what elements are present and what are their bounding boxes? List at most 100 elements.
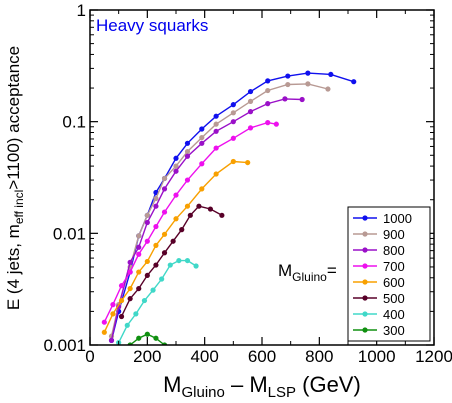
data-point	[247, 88, 254, 95]
data-point	[285, 81, 291, 88]
legend-title-eq: =	[327, 261, 337, 280]
data-point	[167, 262, 173, 268]
legend-swatch-marker	[362, 279, 368, 285]
y-tick-label: 1	[77, 1, 86, 20]
x-axis-title-sub1: Gluino	[182, 384, 225, 401]
data-point	[173, 155, 179, 161]
data-point	[110, 311, 116, 317]
data-point	[159, 276, 165, 282]
series-300	[127, 331, 168, 345]
data-point	[265, 87, 271, 94]
legend-label: 900	[383, 227, 405, 242]
x-axis-title-tail: (GeV)	[296, 372, 361, 397]
data-point	[133, 311, 139, 317]
data-point	[136, 269, 142, 275]
x-axis-title-m1: M	[163, 372, 181, 397]
data-point	[199, 140, 205, 146]
legend-swatch-marker	[362, 263, 368, 269]
data-point	[247, 109, 254, 115]
data-point	[184, 153, 191, 159]
legend-title: MGluino=	[278, 261, 337, 284]
data-point	[153, 335, 159, 341]
data-point	[305, 70, 311, 76]
data-point	[199, 134, 205, 141]
series-700	[101, 120, 279, 325]
data-point	[247, 125, 254, 131]
data-point	[184, 257, 191, 264]
data-point	[161, 186, 168, 192]
data-point	[101, 329, 107, 335]
data-point	[153, 242, 159, 248]
legend-item-500: 500	[353, 291, 405, 306]
data-point	[144, 331, 150, 337]
data-point	[196, 203, 202, 209]
data-point	[110, 302, 116, 308]
data-point	[127, 269, 133, 275]
x-axis-ticks: 0 200 400 600 800 1000 1200	[85, 10, 452, 366]
legend-label: 700	[383, 259, 405, 274]
data-point	[213, 171, 219, 177]
data-point	[265, 78, 271, 84]
legend-swatch-marker	[362, 295, 368, 301]
data-point	[184, 140, 191, 146]
series-500	[118, 203, 225, 320]
data-point	[153, 195, 159, 202]
data-point	[136, 233, 142, 239]
data-point	[273, 121, 279, 127]
series-line-800	[110, 98, 303, 341]
legend-title-sub: Gluino	[292, 270, 327, 284]
series-400	[116, 257, 199, 345]
data-point	[230, 119, 236, 125]
data-point	[184, 203, 191, 209]
data-point	[193, 263, 199, 269]
series-900	[108, 81, 331, 339]
data-point	[176, 257, 182, 264]
data-point	[184, 148, 191, 155]
data-point	[136, 335, 142, 341]
legend-swatch-marker	[362, 231, 368, 237]
series-layer	[101, 70, 357, 345]
data-point	[213, 121, 219, 127]
data-point	[141, 297, 148, 304]
legend-swatch-marker	[362, 327, 368, 333]
data-point	[230, 102, 236, 108]
data-point	[213, 113, 219, 119]
series-800	[108, 96, 305, 343]
data-point	[285, 73, 291, 79]
y-axis-title-sub: eff incl	[12, 190, 26, 224]
legend-label: 800	[383, 243, 405, 258]
data-point	[213, 145, 219, 151]
data-point	[118, 297, 125, 304]
data-point	[187, 212, 193, 218]
data-point	[153, 203, 159, 209]
data-point	[127, 285, 133, 292]
series-line-400	[118, 259, 197, 343]
data-point	[173, 192, 179, 198]
legend-swatch-marker	[362, 215, 368, 221]
data-point	[108, 337, 115, 343]
data-point	[219, 212, 225, 218]
legend-label: 300	[383, 323, 405, 338]
data-point	[184, 177, 191, 183]
x-tick-label: 1000	[358, 347, 396, 366]
y-axis-title-main: E (4 jets, m	[4, 224, 23, 310]
y-tick-label: 0.01	[53, 224, 86, 243]
legend-swatch-marker	[362, 247, 368, 253]
data-point	[230, 110, 236, 116]
x-tick-label: 600	[248, 347, 276, 366]
data-point	[118, 313, 125, 320]
data-point	[136, 285, 142, 292]
data-point	[199, 186, 205, 192]
legend-title-m: M	[278, 261, 292, 280]
data-point	[199, 161, 205, 167]
x-tick-label: 1200	[415, 347, 452, 366]
data-point	[136, 251, 142, 257]
x-axis-title: MGluino – MLSP (GeV)	[163, 372, 361, 401]
series-600	[101, 158, 251, 335]
data-point	[173, 168, 179, 174]
data-point	[213, 128, 219, 134]
data-point	[173, 216, 179, 222]
data-point	[136, 244, 142, 250]
chart-annotation: Heavy squarks	[96, 16, 208, 35]
